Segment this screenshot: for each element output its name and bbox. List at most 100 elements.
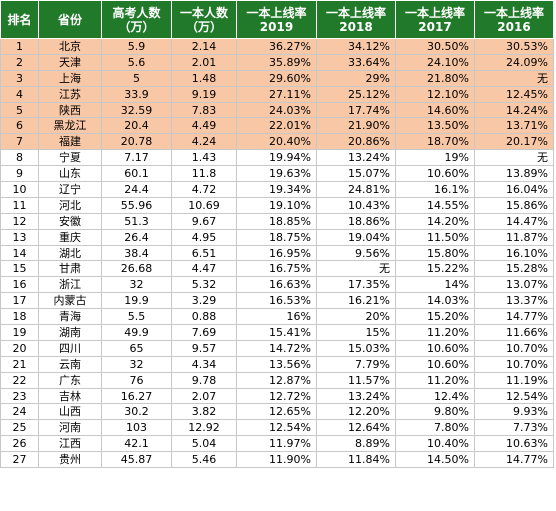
province-cell: 河南 (38, 419, 102, 437)
rate-2018-cell: 20.86% (316, 133, 396, 151)
province-cell: 山东 (38, 165, 102, 183)
tier1-count-cell: 5.32 (171, 276, 237, 294)
rank-cell: 18 (0, 308, 39, 326)
tier1-count-cell: 9.57 (171, 339, 237, 357)
tier1-count-cell: 2.01 (171, 53, 237, 71)
exam-count-cell: 55.96 (101, 196, 172, 214)
province-cell: 内蒙古 (38, 292, 102, 310)
table-row: 19 湖南 49.9 7.69 15.41% 15% 11.20% 11.66% (0, 324, 554, 341)
rate-2019-cell: 18.75% (236, 228, 317, 246)
exam-count-cell: 42.1 (101, 435, 172, 453)
rate-2018-cell: 15% (316, 324, 396, 341)
rate-2019-cell: 22.01% (236, 117, 317, 135)
rate-2016-cell: 11.19% (474, 371, 554, 389)
rate-2018-cell: 15.03% (316, 339, 396, 357)
province-cell: 天津 (38, 53, 102, 71)
rate-2019-cell: 16.75% (236, 260, 317, 278)
table-row: 27 贵州 45.87 5.46 11.90% 11.84% 14.50% 14.77% (0, 451, 554, 469)
exam-count-cell: 32.59 (101, 101, 172, 119)
table-row: 22 广东 76 9.78 12.87% 11.57% 11.20% 11.19% (0, 371, 554, 389)
province-cell: 吉林 (38, 387, 102, 405)
table-body: 1 北京 5.9 2.14 36.27% 34.12% 30.50% 30.53% 2 天津 5.6… (0, 38, 554, 469)
rate-2019-cell: 11.90% (236, 451, 317, 469)
table-row: 8 宁夏 7.17 1.43 19.94% 13.24% 19% 无 (0, 149, 554, 167)
exam-count-cell: 103 (101, 419, 172, 437)
rate-2018-cell: 无 (316, 260, 396, 278)
province-cell: 四川 (38, 339, 102, 357)
rate-2019-cell: 35.89% (236, 53, 317, 71)
header-tier1-count: 一本人数 （万） (171, 0, 237, 39)
tier1-count-cell: 7.69 (171, 324, 237, 341)
tier1-count-cell: 9.67 (171, 212, 237, 230)
rate-2019-cell: 18.85% (236, 212, 317, 230)
table-row: 16 浙江 32 5.32 16.63% 17.35% 14% 13.07% (0, 276, 554, 294)
rate-2019-cell: 12.54% (236, 419, 317, 437)
rank-cell: 24 (0, 403, 39, 421)
tier1-count-cell: 2.07 (171, 387, 237, 405)
rank-cell: 6 (0, 117, 39, 135)
province-cell: 辽宁 (38, 181, 102, 198)
exam-count-cell: 33.9 (101, 85, 172, 103)
province-cell: 福建 (38, 133, 102, 151)
rate-2017-cell: 15.22% (395, 260, 475, 278)
rank-cell: 12 (0, 212, 39, 230)
rate-2019-cell: 19.10% (236, 196, 317, 214)
rank-cell: 25 (0, 419, 39, 437)
rate-2017-cell: 15.20% (395, 308, 475, 326)
table-row: 9 山东 60.1 11.8 19.63% 15.07% 10.60% 13.89% (0, 165, 554, 183)
rate-2016-cell: 无 (474, 149, 554, 167)
rate-2017-cell: 16.1% (395, 181, 475, 198)
rank-cell: 5 (0, 101, 39, 119)
exam-count-cell: 26.68 (101, 260, 172, 278)
rate-2017-cell: 14.60% (395, 101, 475, 119)
rank-cell: 4 (0, 85, 39, 103)
table-row: 24 山西 30.2 3.82 12.65% 12.20% 9.80% 9.93% (0, 403, 554, 421)
rate-2018-cell: 11.57% (316, 371, 396, 389)
rate-2018-cell: 16.21% (316, 292, 396, 310)
rate-2016-cell: 7.73% (474, 419, 554, 437)
tier1-count-cell: 4.49 (171, 117, 237, 135)
table-row: 10 辽宁 24.4 4.72 19.34% 24.81% 16.1% 16.04% (0, 181, 554, 198)
rate-2016-cell: 13.71% (474, 117, 554, 135)
tier1-count-cell: 6.51 (171, 244, 237, 262)
exam-count-cell: 32 (101, 355, 172, 373)
table-row: 26 江西 42.1 5.04 11.97% 8.89% 10.40% 10.63% (0, 435, 554, 453)
province-cell: 黑龙江 (38, 117, 102, 135)
rate-2016-cell: 14.77% (474, 451, 554, 469)
table-row: 4 江苏 33.9 9.19 27.11% 25.12% 12.10% 12.45% (0, 85, 554, 103)
rate-2017-cell: 12.4% (395, 387, 475, 405)
rank-cell: 15 (0, 260, 39, 278)
header-rate-2016: 一本上线率 2016 (474, 0, 554, 39)
province-cell: 山西 (38, 403, 102, 421)
exam-count-cell: 49.9 (101, 324, 172, 341)
exam-count-cell: 20.4 (101, 117, 172, 135)
table-row: 20 四川 65 9.57 14.72% 15.03% 10.60% 10.70% (0, 339, 554, 357)
exam-count-cell: 5.6 (101, 53, 172, 71)
rank-cell: 27 (0, 451, 39, 469)
rate-2019-cell: 13.56% (236, 355, 317, 373)
rate-2017-cell: 10.60% (395, 339, 475, 357)
province-cell: 江西 (38, 435, 102, 453)
rate-2016-cell: 16.10% (474, 244, 554, 262)
province-cell: 贵州 (38, 451, 102, 469)
rate-2017-cell: 12.10% (395, 85, 475, 103)
exam-count-cell: 32 (101, 276, 172, 294)
rate-2019-cell: 20.40% (236, 133, 317, 151)
province-cell: 北京 (38, 38, 102, 55)
tier1-count-cell: 9.19 (171, 85, 237, 103)
rate-2018-cell: 18.86% (316, 212, 396, 230)
rank-cell: 21 (0, 355, 39, 373)
table-row: 3 上海 5 1.48 29.60% 29% 21.80% 无 (0, 69, 554, 87)
rate-2017-cell: 14% (395, 276, 475, 294)
table-row: 11 河北 55.96 10.69 19.10% 10.43% 14.55% 15.86% (0, 196, 554, 214)
rate-2018-cell: 17.35% (316, 276, 396, 294)
rate-2016-cell: 14.77% (474, 308, 554, 326)
rate-2016-cell: 13.07% (474, 276, 554, 294)
rate-2018-cell: 24.81% (316, 181, 396, 198)
rate-2016-cell: 10.63% (474, 435, 554, 453)
rate-2017-cell: 21.80% (395, 69, 475, 87)
tier1-count-cell: 4.24 (171, 133, 237, 151)
province-cell: 湖南 (38, 324, 102, 341)
rate-2018-cell: 9.56% (316, 244, 396, 262)
table-row: 7 福建 20.78 4.24 20.40% 20.86% 18.70% 20.17% (0, 133, 554, 151)
